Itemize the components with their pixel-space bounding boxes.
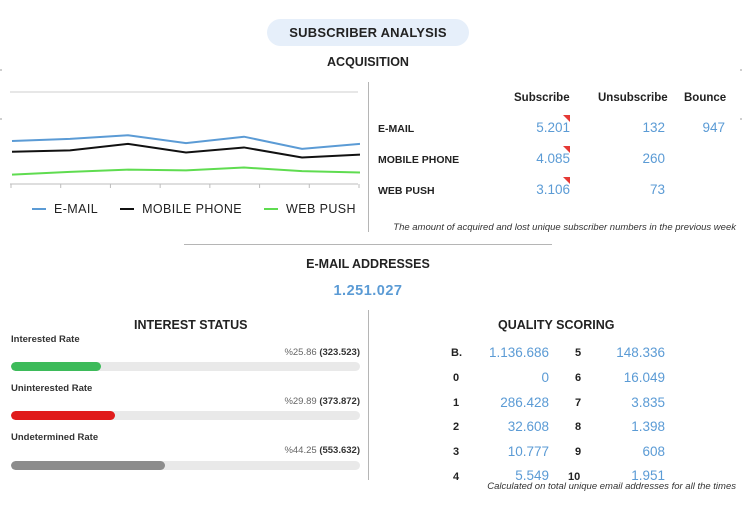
qs-value: 1.136.686 [488, 345, 549, 360]
series-line-mobile-phone [11, 142, 360, 159]
email-addresses-total: 1.251.027 [333, 283, 403, 299]
undetermined-rate-label: Undetermined Rate [11, 432, 99, 443]
interested-progress-bar [11, 362, 360, 371]
quality-scoring-note: Calculated on total unique email address… [487, 481, 736, 492]
x-axis [10, 183, 360, 188]
qs-value: 148.336 [616, 345, 665, 360]
legend-swatch-email [32, 208, 46, 210]
interested-rate-value: %25.86 (323.523) [284, 347, 360, 358]
uninterested-rate-value: %29.89 (373.872) [284, 396, 360, 407]
qs-value: 3.835 [631, 395, 665, 410]
flag-icon [563, 177, 570, 184]
qs-key: 8 [575, 421, 582, 433]
qs-value: 10.777 [507, 444, 549, 459]
webpush-subscribe: 3.106 [536, 182, 570, 197]
webpush-unsubscribe: 73 [649, 182, 665, 197]
qs-key: 4 [453, 471, 460, 483]
undetermined-count: (553.632) [319, 445, 360, 456]
interest-status-title: INTEREST STATUS [134, 318, 248, 332]
legend-item-email: E-MAIL [32, 202, 98, 216]
uninterested-progress-bar [11, 411, 360, 420]
legend-swatch-webpush [264, 208, 279, 210]
qs-value: 5.549 [515, 468, 549, 483]
acquisition-divider [368, 82, 369, 232]
qs-key: 2 [453, 421, 460, 433]
col-bounce: Bounce [684, 92, 727, 104]
quality-scoring-title: QUALITY SCORING [498, 318, 615, 332]
col-unsubscribe: Unsubscribe [598, 92, 668, 104]
undetermined-percent: %44.25 [284, 445, 317, 456]
row-label-mobile: MOBILE PHONE [378, 154, 460, 166]
qs-value: 608 [642, 444, 665, 459]
qs-key: 1 [453, 397, 460, 409]
series-line-web-push [11, 166, 360, 176]
interested-rate-label: Interested Rate [11, 334, 80, 345]
qs-value: 1.398 [631, 419, 665, 434]
divider-dot [0, 118, 2, 120]
qs-value: 286.428 [500, 395, 549, 410]
uninterested-percent: %29.89 [284, 396, 317, 407]
divider-dot [740, 118, 742, 120]
page-title: SUBSCRIBER ANALYSIS [267, 19, 469, 46]
legend-item-webpush: WEB PUSH [264, 202, 356, 216]
section-divider [184, 244, 552, 245]
flag-icon [563, 115, 570, 122]
email-subscribe: 5.201 [536, 120, 570, 135]
qs-value: 32.608 [507, 419, 549, 434]
mobile-subscribe: 4.085 [536, 151, 570, 166]
qs-key: 9 [575, 446, 582, 458]
legend-label-mobile: MOBILE PHONE [142, 202, 243, 216]
legend-label-webpush: WEB PUSH [286, 202, 356, 216]
interested-count: (323.523) [319, 347, 360, 358]
legend-label-email: E-MAIL [54, 202, 99, 216]
interested-bar-fill [11, 362, 102, 371]
interested-percent: %25.86 [284, 347, 317, 358]
col-subscribe: Subscribe [514, 92, 570, 104]
qs-key: 10 [568, 471, 581, 483]
qs-value: 1.951 [631, 468, 665, 483]
flag-icon [563, 146, 570, 153]
undetermined-rate-value: %44.25 (553.632) [284, 445, 360, 456]
qs-key: 0 [453, 372, 460, 384]
qs-key: 3 [453, 446, 460, 458]
email-unsubscribe: 132 [642, 120, 665, 135]
qs-key: B. [451, 347, 462, 359]
acquisition-title: ACQUISITION [327, 55, 409, 69]
uninterested-count: (373.872) [319, 396, 360, 407]
undetermined-progress-bar [11, 461, 360, 470]
qs-key: 5 [575, 347, 582, 359]
email-bounce: 947 [702, 120, 725, 135]
qs-value: 0 [541, 370, 549, 385]
divider-dot [740, 69, 742, 71]
mobile-unsubscribe: 260 [642, 151, 665, 166]
email-addresses-title: E-MAIL ADDRESSES [306, 257, 430, 271]
legend-item-mobile: MOBILE PHONE [120, 202, 242, 216]
acquisition-note: The amount of acquired and lost unique s… [393, 222, 736, 233]
uninterested-rate-label: Uninterested Rate [11, 383, 93, 394]
series-line-e-mail [11, 134, 360, 150]
qs-key: 7 [575, 397, 582, 409]
acquisition-line-chart [10, 91, 360, 188]
uninterested-bar-fill [11, 411, 116, 420]
undetermined-bar-fill [11, 461, 166, 470]
legend-swatch-mobile [120, 208, 135, 210]
email-section-divider [368, 310, 369, 480]
row-label-webpush: WEB PUSH [378, 185, 435, 197]
chart-legend: E-MAIL MOBILE PHONE WEB PUSH [32, 202, 356, 216]
divider-dot [0, 69, 2, 71]
row-label-email: E-MAIL [378, 123, 415, 135]
qs-key: 6 [575, 372, 582, 384]
qs-value: 16.049 [623, 370, 665, 385]
